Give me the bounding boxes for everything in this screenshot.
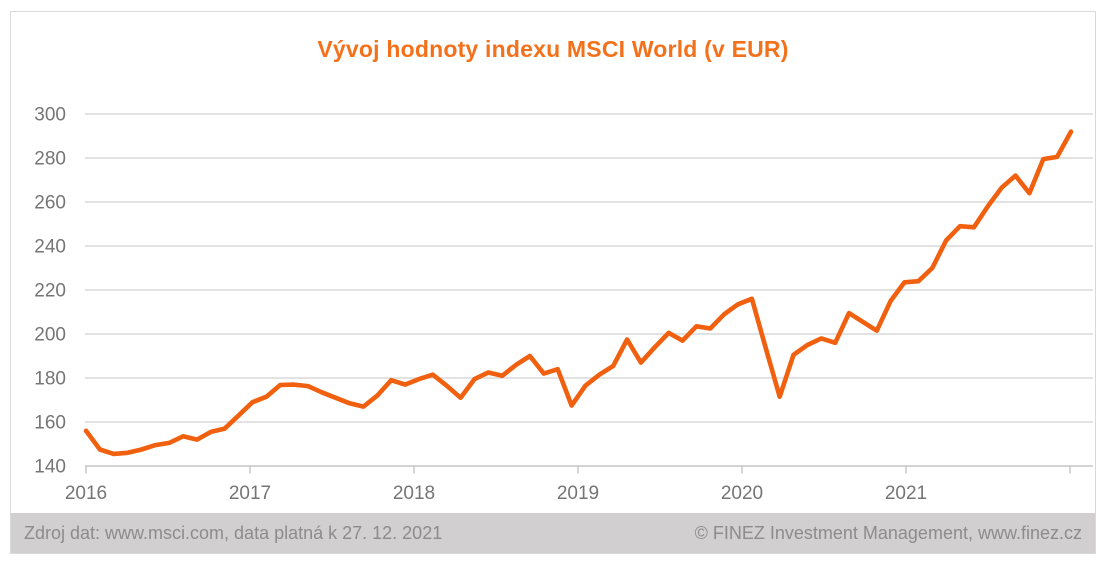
footer-bar: Zdroj dat: www.msci.com, data platná k 2… — [11, 513, 1095, 553]
x-axis-label: 2020 — [721, 483, 763, 504]
x-axis-label: 2021 — [885, 483, 927, 504]
x-axis-label: 2017 — [229, 483, 271, 504]
y-axis-label: 220 — [34, 281, 66, 302]
x-axis-label: 2019 — [557, 483, 599, 504]
y-axis-label: 160 — [34, 413, 66, 434]
y-axis-label: 280 — [34, 149, 66, 170]
y-axis-label: 260 — [34, 193, 66, 214]
y-axis-label: 240 — [34, 237, 66, 258]
y-axis-label: 140 — [34, 457, 66, 478]
data-line-msci-world — [83, 129, 1074, 457]
y-axis-label: 300 — [34, 105, 66, 126]
footer-source-text: Zdroj dat: www.msci.com, data platná k 2… — [24, 522, 443, 543]
x-axis-label: 2016 — [65, 483, 107, 504]
chart-title: Vývoj hodnoty indexu MSCI World (v EUR) — [317, 36, 789, 62]
footer-copyright-text: © FINEZ Investment Management, www.finez… — [694, 522, 1082, 543]
x-axis-label: 2018 — [393, 483, 435, 504]
y-axis-label: 200 — [34, 325, 66, 346]
y-axis-label: 180 — [34, 369, 66, 390]
